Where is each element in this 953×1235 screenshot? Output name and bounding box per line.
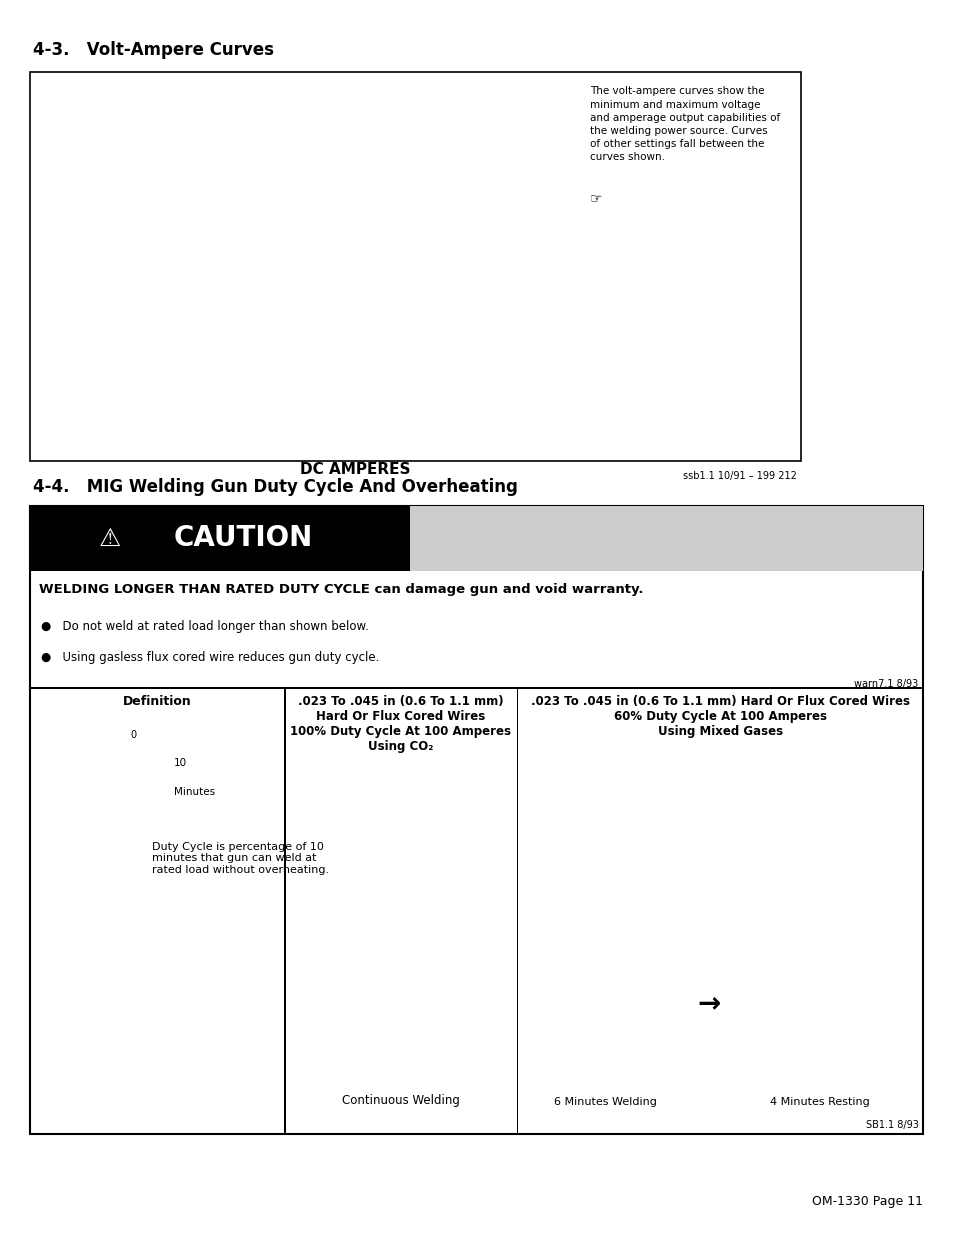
Text: 10: 10 (173, 758, 187, 768)
Text: .023 To .045 in (0.6 To 1.1 mm)
Hard Or Flux Cored Wires
100% Duty Cycle At 100 : .023 To .045 in (0.6 To 1.1 mm) Hard Or … (290, 695, 511, 753)
Text: ⚠: ⚠ (98, 526, 121, 551)
Text: →: → (697, 990, 720, 1018)
Y-axis label: DC VOLTS: DC VOLTS (95, 225, 111, 306)
Text: Range 2: Range 2 (364, 288, 406, 298)
Text: Duty Cycle is percentage of 10
minutes that gun can weld at
rated load without o: Duty Cycle is percentage of 10 minutes t… (152, 842, 329, 874)
Text: ssb1.1 10/91 – 199 212: ssb1.1 10/91 – 199 212 (682, 471, 796, 480)
X-axis label: DC AMPERES: DC AMPERES (300, 462, 410, 477)
Text: Continuous Welding: Continuous Welding (341, 1093, 459, 1107)
Text: 6 Minutes Welding: 6 Minutes Welding (554, 1097, 657, 1107)
Text: 0: 0 (130, 730, 136, 741)
Wedge shape (138, 766, 157, 809)
Text: ●   Using gasless flux cored wire reduces gun duty cycle.: ● Using gasless flux cored wire reduces … (41, 651, 379, 664)
Text: CAUTION: CAUTION (173, 525, 313, 552)
Text: .023 To .045 in (0.6 To 1.1 mm) Hard Or Flux Cored Wires
60% Duty Cycle At 100 A: .023 To .045 in (0.6 To 1.1 mm) Hard Or … (530, 695, 908, 739)
Text: Range 5: Range 5 (473, 243, 516, 253)
Polygon shape (648, 983, 677, 1025)
Polygon shape (861, 983, 889, 1025)
Text: SB1.1 8/93: SB1.1 8/93 (865, 1120, 918, 1130)
Text: WELDING LONGER THAN RATED DUTY CYCLE can damage gun and void warranty.: WELDING LONGER THAN RATED DUTY CYCLE can… (39, 583, 643, 597)
Text: OM-1330 Page 11: OM-1330 Page 11 (812, 1194, 923, 1208)
Text: Range 1: Range 1 (333, 303, 375, 312)
Text: The volt-ampere curves show the
minimum and maximum voltage
and amperage output : The volt-ampere curves show the minimum … (589, 86, 779, 163)
Text: Range 6: Range 6 (506, 226, 549, 236)
Text: 4 Minutes Resting: 4 Minutes Resting (770, 1097, 869, 1107)
Text: ●   Do not weld at rated load longer than shown below.: ● Do not weld at rated load longer than … (41, 620, 369, 634)
Text: Range 4: Range 4 (433, 251, 476, 261)
Text: 4-3.   Volt-Ampere Curves: 4-3. Volt-Ampere Curves (33, 41, 274, 59)
Text: Range 3: Range 3 (395, 270, 437, 280)
Text: ☞: ☞ (589, 191, 601, 205)
Text: Minutes: Minutes (173, 787, 214, 797)
Text: Definition: Definition (122, 695, 192, 709)
Wedge shape (777, 981, 815, 1032)
Text: 4-4.   MIG Welding Gun Duty Cycle And Overheating: 4-4. MIG Welding Gun Duty Cycle And Over… (33, 478, 517, 496)
Text: warn7.1 8/93: warn7.1 8/93 (854, 679, 918, 689)
Polygon shape (418, 982, 449, 1026)
Wedge shape (570, 976, 600, 1032)
Wedge shape (340, 972, 383, 1036)
